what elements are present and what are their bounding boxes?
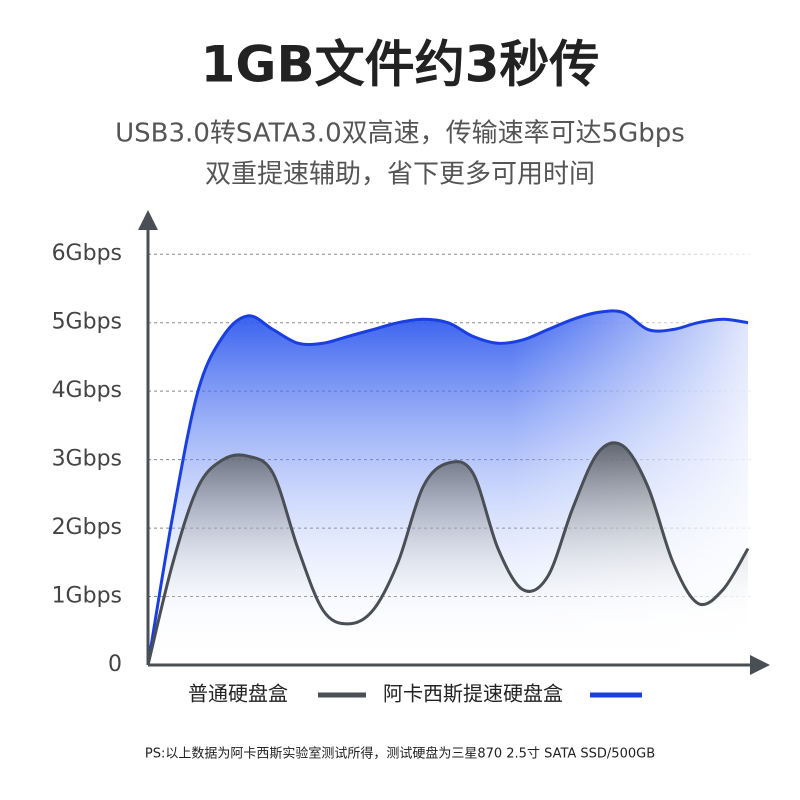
y-tick-label: 2Gbps [52,515,122,540]
y-tick-label: 4Gbps [52,378,122,403]
line [146,309,749,666]
y-tick-label: 6Gbps [52,241,122,266]
subtitle: USB3.0转SATA3.0双高速，传输速率可达5Gbps [115,119,685,149]
plot: 0 1Gbps 2Gbps 3Gbps 4Gbps 5Gbps 6Gbps 普通硬盘盒 阿卡西斯… [52,210,770,706]
area [148,442,748,665]
footnote: PS:以上数据为阿卡西斯实验室测试所得，测试硬盘为三星870 2.5寸 SATA… [145,746,655,762]
subtitle: 双重提速辅助，省下更多可用时间 [205,160,595,190]
y-axis-arrow [138,210,158,230]
y-tick-label: 3Gbps [52,447,122,472]
x-axis-arrow [750,655,770,675]
y-tick-label: 5Gbps [52,310,122,335]
line [146,441,750,666]
chart-title: 1GB文件约3秒传 [201,36,600,94]
legend-label: 普通硬盘盒 [188,682,288,706]
y-tick-label: 0 [108,652,122,677]
y-tick-label: 1Gbps [52,584,122,609]
legend-label: 阿卡西斯提速硬盘盒 [383,682,563,706]
